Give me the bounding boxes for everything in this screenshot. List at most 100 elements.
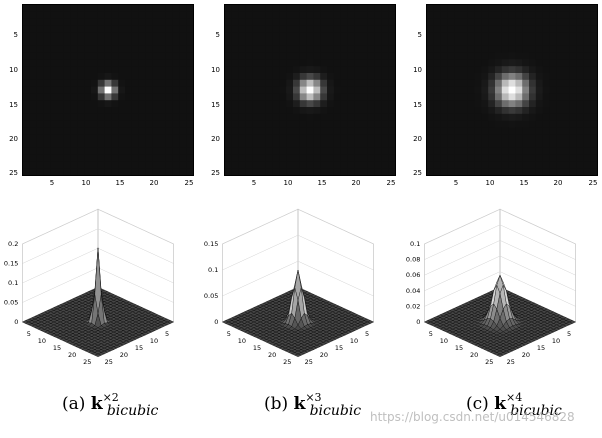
heatmap-cell: [245, 107, 253, 115]
heatmap-cell: [50, 120, 58, 128]
heatmap-cell: [77, 141, 85, 149]
heatmap-cell: [225, 161, 233, 169]
heatmap-cell: [515, 107, 523, 115]
heatmap-cell: [447, 73, 455, 81]
heatmap-cell: [388, 32, 396, 40]
heatmap-cell: [563, 59, 571, 67]
heatmap-cell: [590, 18, 598, 26]
heatmap-cell: [501, 32, 509, 40]
heatmap-cell: [97, 32, 105, 40]
heatmap-cell: [118, 73, 126, 81]
heatmap-cell: [152, 39, 160, 47]
heatmap-a-ytick: 10: [9, 66, 18, 74]
heatmap-cell: [576, 127, 584, 135]
heatmap-cell: [265, 59, 273, 67]
heatmap-cell: [23, 5, 31, 13]
heatmap-cell: [361, 168, 369, 176]
heatmap-cell: [474, 107, 482, 115]
heatmap-cell: [111, 66, 119, 74]
heatmap-cell: [57, 147, 65, 155]
caption-c-prefix: (c): [466, 394, 489, 414]
heatmap-cell: [327, 52, 335, 60]
heatmap-cell: [91, 52, 99, 60]
heatmap-cell: [238, 113, 246, 121]
heatmap-cell: [549, 107, 557, 115]
heatmap-cell: [70, 141, 78, 149]
heatmap-cell: [252, 5, 260, 13]
heatmap-cell: [535, 107, 543, 115]
heatmap-cell: [481, 79, 489, 87]
heatmap-cell: [306, 154, 314, 162]
heatmap-cell: [91, 147, 99, 155]
heatmap-cell: [569, 32, 577, 40]
heatmap-cell: [313, 134, 321, 142]
heatmap-cell: [145, 147, 153, 155]
heatmap-cell: [272, 25, 280, 33]
heatmap-cell: [145, 141, 153, 149]
heatmap-cell: [427, 154, 435, 162]
heatmap-cell: [265, 86, 273, 94]
heatmap-cell: [84, 32, 92, 40]
heatmap-cell: [535, 66, 543, 74]
heatmap-c: [426, 4, 598, 176]
heatmap-cell: [313, 39, 321, 47]
heatmap-cell: [454, 168, 462, 176]
heatmap-cell: [576, 5, 584, 13]
heatmap-cell: [576, 168, 584, 176]
heatmap-cell: [245, 5, 253, 13]
heatmap-cell: [138, 86, 146, 94]
heatmap-cell: [131, 59, 139, 67]
heatmap-cell: [84, 113, 92, 121]
heatmap-cell: [556, 32, 564, 40]
heatmap-cell: [454, 66, 462, 74]
heatmap-cell: [333, 141, 341, 149]
heatmap-cell: [495, 127, 503, 135]
heatmap-cell: [29, 73, 37, 81]
heatmap-cell: [454, 107, 462, 115]
heatmap-cell: [286, 32, 294, 40]
heatmap-cell: [225, 73, 233, 81]
heatmap-cell: [111, 11, 119, 19]
heatmap-cell: [481, 161, 489, 169]
heatmap-cell: [29, 168, 37, 176]
heatmap-cell: [50, 45, 58, 53]
heatmap-cell: [440, 120, 448, 128]
heatmap-cell: [381, 147, 389, 155]
surface-z-tick-label: 0.1: [8, 279, 18, 287]
heatmap-cell: [299, 147, 307, 155]
heatmap-cell: [447, 79, 455, 87]
heatmap-cell: [252, 93, 260, 101]
heatmap-cell: [347, 161, 355, 169]
heatmap-cell: [245, 66, 253, 74]
heatmap-cell: [57, 86, 65, 94]
heatmap-cell: [481, 11, 489, 19]
heatmap-cell: [50, 113, 58, 121]
heatmap-cell: [374, 154, 382, 162]
heatmap-cell: [583, 11, 591, 19]
heatmap-cell: [299, 25, 307, 33]
heatmap-cell: [361, 79, 369, 87]
heatmap-cell: [111, 52, 119, 60]
surface-z-gridline: [222, 260, 374, 297]
heatmap-cell: [186, 79, 194, 87]
heatmap-cell: [381, 161, 389, 169]
caption-b: (b) k×3bicubic: [264, 391, 361, 419]
heatmap-cell: [77, 66, 85, 74]
heatmap-cell: [29, 134, 37, 142]
heatmap-cell: [118, 86, 126, 94]
heatmap-cell: [361, 100, 369, 108]
heatmap-cell: [495, 147, 503, 155]
heatmap-cell: [461, 39, 469, 47]
heatmap-cell: [43, 25, 51, 33]
heatmap-cell: [454, 161, 462, 169]
heatmap-cell: [29, 25, 37, 33]
heatmap-cell: [529, 66, 537, 74]
heatmap-cell: [388, 168, 396, 176]
heatmap-cell: [145, 25, 153, 33]
heatmap-cell: [97, 59, 105, 67]
heatmap-cell: [508, 127, 516, 135]
heatmap-cell: [501, 45, 509, 53]
heatmap-cell: [265, 11, 273, 19]
heatmap-cell: [427, 100, 435, 108]
heatmap-cell: [70, 93, 78, 101]
